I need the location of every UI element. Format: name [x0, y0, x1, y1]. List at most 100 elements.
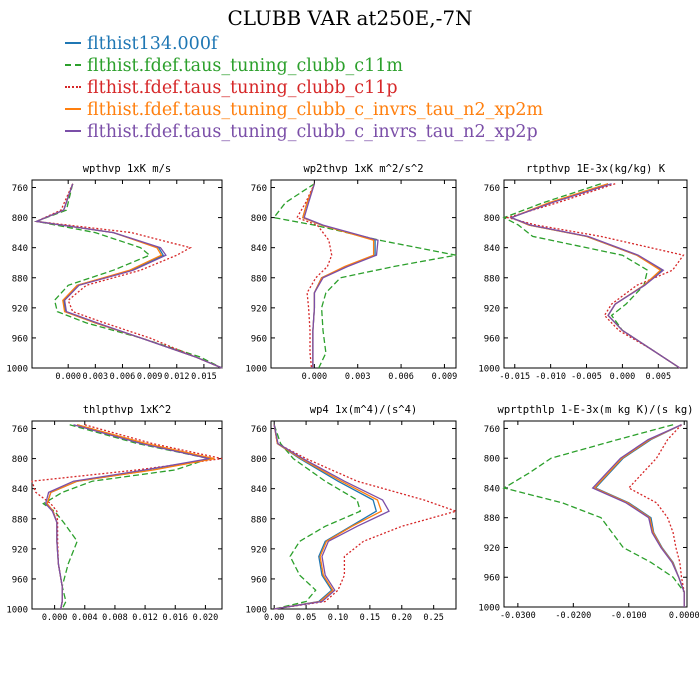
x-tick-label: 0.0000: [669, 611, 700, 621]
legend: flthist134.000f flthist.fdef.taus_tuning…: [65, 33, 543, 143]
x-tick-label: 0.009: [432, 372, 458, 382]
legend-label: flthist.fdef.taus_tuning_clubb_c11m: [87, 56, 403, 76]
x-tick-label: 0.15: [360, 613, 380, 623]
legend-swatch: [65, 107, 81, 110]
series-line: [31, 424, 223, 610]
y-tick-label: 800: [12, 214, 28, 224]
legend-entry-control: flthist134.000f: [65, 33, 543, 55]
panel-title: wp4 1x(m^4)/(s^4): [310, 404, 417, 416]
panel-title: wpthvp 1xK m/s: [83, 163, 172, 175]
x-tick-label: -0.0300: [500, 611, 536, 621]
y-tick-label: 840: [484, 484, 500, 494]
series-line: [296, 183, 333, 369]
legend-swatch: [65, 41, 81, 44]
legend-swatch: [65, 85, 81, 88]
x-tick-label: -0.0100: [611, 611, 647, 621]
y-tick-label: 840: [251, 244, 267, 254]
x-tick-label: 0.012: [164, 372, 190, 382]
x-tick-label: 0.003: [345, 372, 371, 382]
series-line: [273, 424, 383, 610]
legend-label: flthist.fdef.taus_tuning_clubb_c11p: [87, 78, 398, 98]
y-tick-label: 800: [484, 455, 500, 465]
series-line: [627, 424, 685, 607]
y-tick-label: 760: [12, 184, 28, 194]
y-tick-label: 920: [12, 304, 28, 314]
x-tick-label: 0.003: [83, 372, 109, 382]
y-tick-label: 760: [12, 425, 28, 435]
panel-5: wp4 1x(m^4)/(s^4)76080084088092096010000…: [245, 404, 459, 623]
panel-title: thlpthvp 1xK^2: [83, 404, 172, 416]
x-tick-label: 0.016: [162, 613, 188, 623]
series-line: [302, 183, 376, 368]
y-tick-label: 880: [484, 514, 500, 524]
plot-frame: [270, 420, 457, 610]
series-line: [46, 424, 215, 610]
y-tick-label: 920: [251, 545, 267, 555]
y-tick-label: 760: [251, 184, 267, 194]
y-tick-label: 920: [484, 544, 500, 554]
legend-swatch: [65, 63, 81, 66]
panel-4: thlpthvp 1xK^2 760 800 840 880 920 960 1000 0.00…: [6, 404, 223, 623]
legend-entry-c11m: flthist.fdef.taus_tuning_clubb_c11m: [65, 55, 543, 77]
y-tick-label: 1000: [245, 606, 267, 616]
panel-1: wpthvp 1xK m/s 760 800 840 880 920 960 1000 0.00…: [6, 163, 223, 382]
series-line: [502, 424, 685, 607]
series-line: [34, 183, 223, 369]
x-tick-label: 0.012: [132, 613, 158, 623]
panel-title: wp2thvp 1xK m^2/s^2: [303, 163, 423, 175]
x-tick-label: 0.004: [72, 613, 98, 623]
plot-frame: [31, 179, 223, 369]
legend-label: flthist.fdef.taus_tuning_clubb_c_invrs_t…: [87, 100, 544, 120]
x-tick-label: 0.006: [388, 372, 414, 382]
y-tick-label: 960: [251, 575, 267, 585]
series-line: [273, 424, 390, 610]
series-line: [591, 424, 685, 607]
y-tick-label: 840: [251, 485, 267, 495]
y-tick-label: 840: [12, 485, 28, 495]
series-line: [509, 183, 681, 369]
y-tick-label: 960: [484, 334, 500, 344]
y-tick-label: 1000: [478, 365, 500, 375]
series-line: [509, 183, 681, 369]
plot-frame: [503, 179, 688, 369]
y-tick-label: 1000: [245, 365, 267, 375]
x-tick-label: 0.009: [137, 372, 163, 382]
x-tick-label: 0.005: [645, 372, 671, 382]
y-tick-label: 960: [12, 575, 28, 585]
series-line: [593, 424, 685, 607]
panel-title: wprtpthlp 1-E-3x(m kg K)/(s kg): [498, 404, 694, 416]
x-tick-label: 0.006: [110, 372, 136, 382]
y-tick-label: 920: [484, 304, 500, 314]
x-tick-label: 0.10: [328, 613, 348, 623]
panel-3: rtpthvp 1E-3x(kg/kg) K 760 800 840 880 920 960…: [478, 163, 688, 382]
y-tick-label: 920: [251, 304, 267, 314]
y-tick-label: 1000: [478, 604, 500, 614]
figure-title: CLUBB VAR at250E,-7N: [227, 6, 473, 30]
legend-label: flthist.fdef.taus_tuning_clubb_c_invrs_t…: [87, 122, 538, 142]
x-tick-label: 0.008: [102, 613, 128, 623]
y-tick-label: 880: [251, 515, 267, 525]
series-line: [505, 183, 685, 369]
x-tick-label: 0.25: [423, 613, 443, 623]
y-tick-label: 840: [484, 244, 500, 254]
y-tick-label: 1000: [6, 365, 28, 375]
x-tick-label: -0.005: [571, 372, 602, 382]
y-tick-label: 960: [12, 334, 28, 344]
y-tick-label: 840: [12, 244, 28, 254]
y-tick-label: 800: [484, 214, 500, 224]
x-tick-label: -0.010: [535, 372, 566, 382]
series-line: [273, 424, 378, 610]
y-tick-label: 800: [12, 455, 28, 465]
series-line: [34, 183, 223, 369]
y-tick-label: 960: [251, 334, 267, 344]
x-tick-label: 0.000: [302, 372, 328, 382]
y-tick-label: 760: [251, 425, 267, 435]
legend-entry-xp2m: flthist.fdef.taus_tuning_clubb_c_invrs_t…: [65, 99, 543, 121]
x-tick-label: 0.000: [610, 372, 636, 382]
series-line: [44, 424, 210, 610]
series-line: [34, 183, 223, 369]
y-tick-label: 800: [251, 214, 267, 224]
legend-label: flthist134.000f: [87, 34, 218, 54]
x-tick-label: 0.20: [392, 613, 412, 623]
